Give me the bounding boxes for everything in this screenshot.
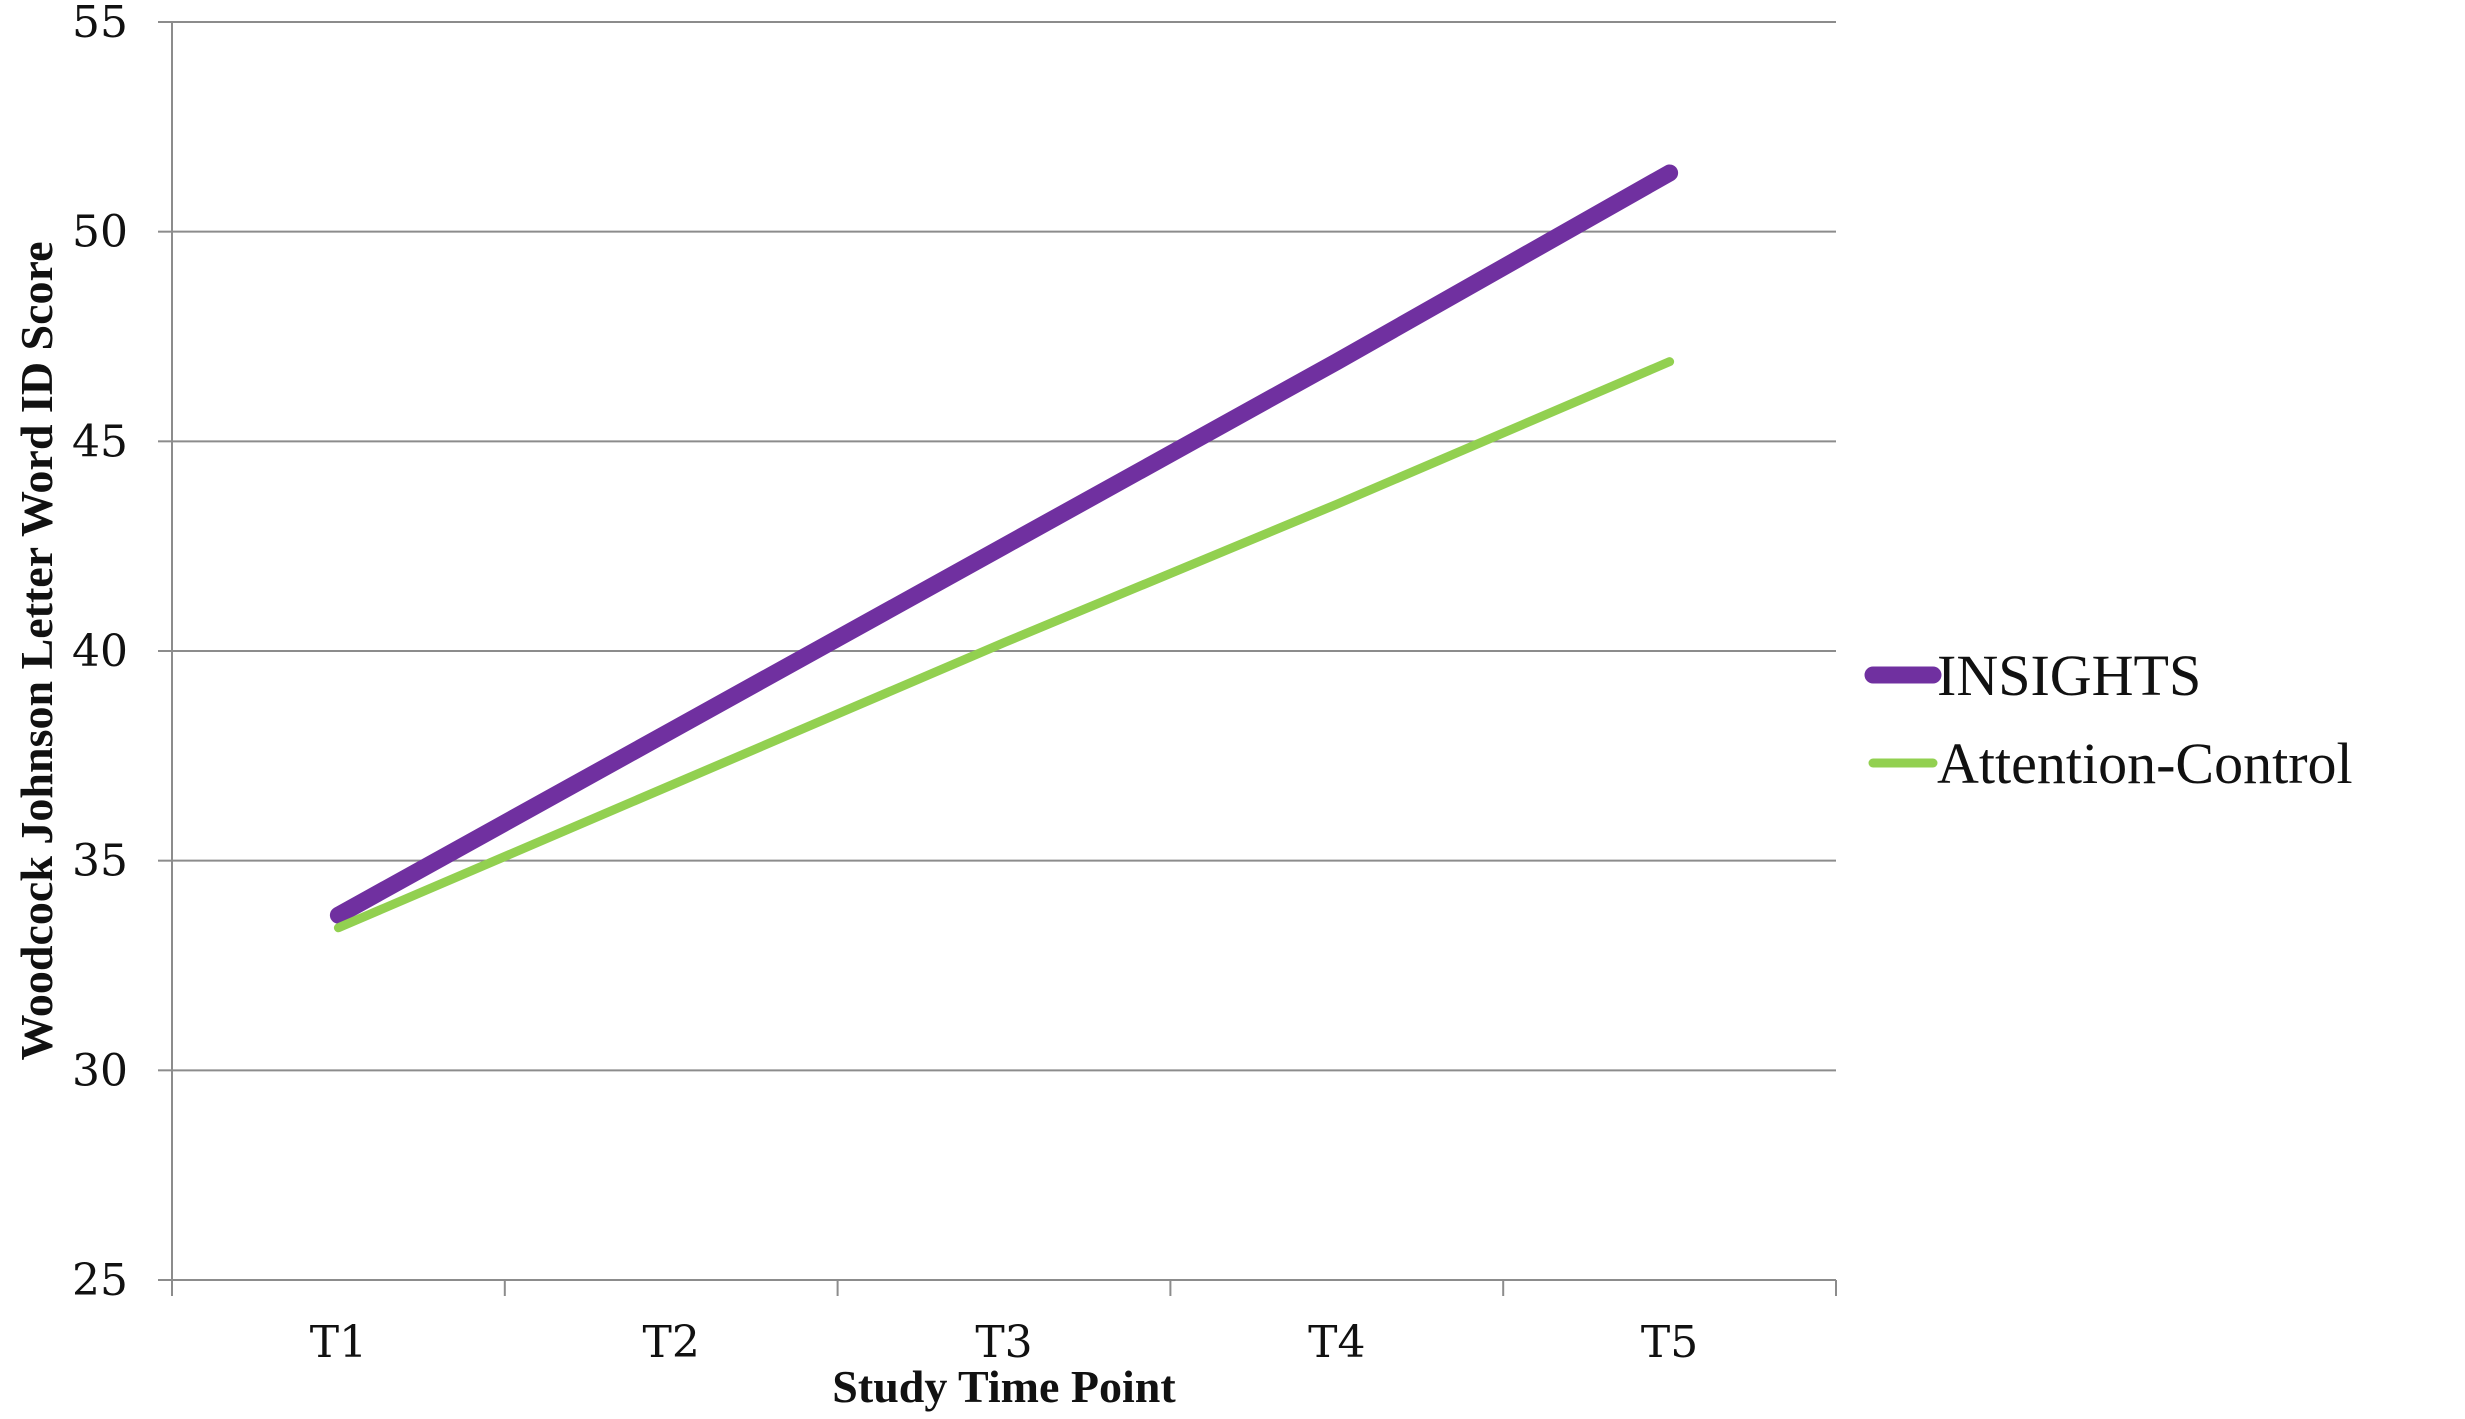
y-tick-label-55: 55 <box>72 0 128 48</box>
x-tick-label-T1: T1 <box>310 1317 367 1368</box>
y-axis-title: Woodcock Johnson Letter Word ID Score <box>11 241 62 1060</box>
x-tick-label-T5: T5 <box>1641 1317 1698 1368</box>
axes <box>158 21 1837 1296</box>
series-line-insights <box>329 164 1679 924</box>
y-tick-label-35: 35 <box>72 836 128 887</box>
legend-label-insights: INSIGHTS <box>1937 643 2201 708</box>
x-tick-label-T3: T3 <box>975 1317 1032 1368</box>
x-tick-label-T2: T2 <box>643 1317 700 1368</box>
y-tick-label-45: 45 <box>72 416 128 467</box>
y-tick-label-40: 40 <box>72 626 128 677</box>
x-axis-title: Study Time Point <box>832 1361 1176 1412</box>
y-tick-label-50: 50 <box>72 207 128 258</box>
series-lines <box>329 164 1679 933</box>
x-tick-label-T4: T4 <box>1308 1317 1365 1368</box>
legend: INSIGHTS Attention-Control <box>1864 643 2353 796</box>
series-line-attention-control <box>333 357 1675 933</box>
legend-label-attention-control: Attention-Control <box>1937 731 2353 796</box>
tick-labels: 25 30 35 40 45 50 55 T1 T2 T3 T4 T5 <box>72 0 1698 1368</box>
y-tick-label-30: 30 <box>72 1045 128 1096</box>
y-tick-label-25: 25 <box>72 1255 128 1306</box>
